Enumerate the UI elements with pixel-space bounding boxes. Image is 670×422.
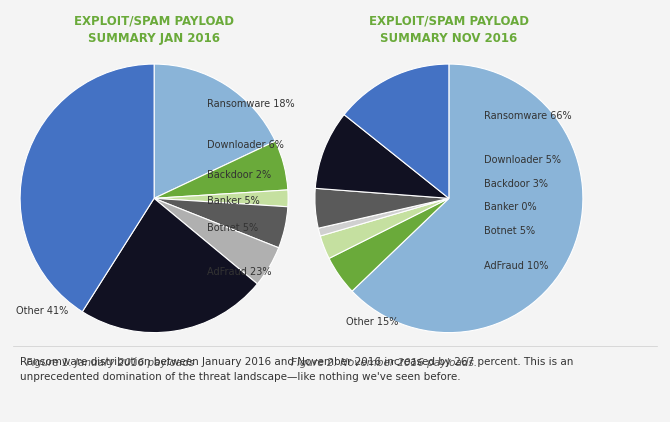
Text: Ransomware distribution between January 2016 and November 2016 increased by 267 : Ransomware distribution between January … <box>20 357 574 382</box>
Wedge shape <box>315 188 449 228</box>
Text: Ransomware 66%: Ransomware 66% <box>484 111 572 121</box>
Text: Figure 1. January 2016 payloads: Figure 1. January 2016 payloads <box>25 358 194 368</box>
Text: Backdoor 3%: Backdoor 3% <box>484 179 548 189</box>
Text: AdFraud 23%: AdFraud 23% <box>207 267 271 277</box>
Wedge shape <box>154 190 288 207</box>
Wedge shape <box>329 198 449 291</box>
Text: AdFraud 10%: AdFraud 10% <box>484 261 549 271</box>
Wedge shape <box>154 141 288 198</box>
Text: Banker 0%: Banker 0% <box>484 202 537 212</box>
Text: Other 41%: Other 41% <box>15 306 68 316</box>
Wedge shape <box>344 64 449 198</box>
Title: EXPLOIT/SPAM PAYLOAD
SUMMARY NOV 2016: EXPLOIT/SPAM PAYLOAD SUMMARY NOV 2016 <box>369 14 529 45</box>
Wedge shape <box>154 198 288 248</box>
Wedge shape <box>318 198 449 236</box>
Text: Backdoor 2%: Backdoor 2% <box>207 170 271 180</box>
Text: Downloader 6%: Downloader 6% <box>207 140 284 150</box>
Text: Ransomware 18%: Ransomware 18% <box>207 99 295 109</box>
Wedge shape <box>82 198 257 333</box>
Text: Banker 5%: Banker 5% <box>207 196 260 206</box>
Wedge shape <box>20 64 154 312</box>
Text: Figure 2. November 2016 payloads.: Figure 2. November 2016 payloads. <box>291 358 477 368</box>
Wedge shape <box>316 115 449 198</box>
Wedge shape <box>154 64 275 198</box>
Wedge shape <box>352 64 583 333</box>
Text: Botnet 5%: Botnet 5% <box>484 226 535 236</box>
Wedge shape <box>154 198 279 284</box>
Text: Other 15%: Other 15% <box>346 317 398 327</box>
Text: Botnet 5%: Botnet 5% <box>207 223 259 233</box>
Text: Downloader 5%: Downloader 5% <box>484 155 561 165</box>
Wedge shape <box>320 198 449 258</box>
Title: EXPLOIT/SPAM PAYLOAD
SUMMARY JAN 2016: EXPLOIT/SPAM PAYLOAD SUMMARY JAN 2016 <box>74 14 234 45</box>
